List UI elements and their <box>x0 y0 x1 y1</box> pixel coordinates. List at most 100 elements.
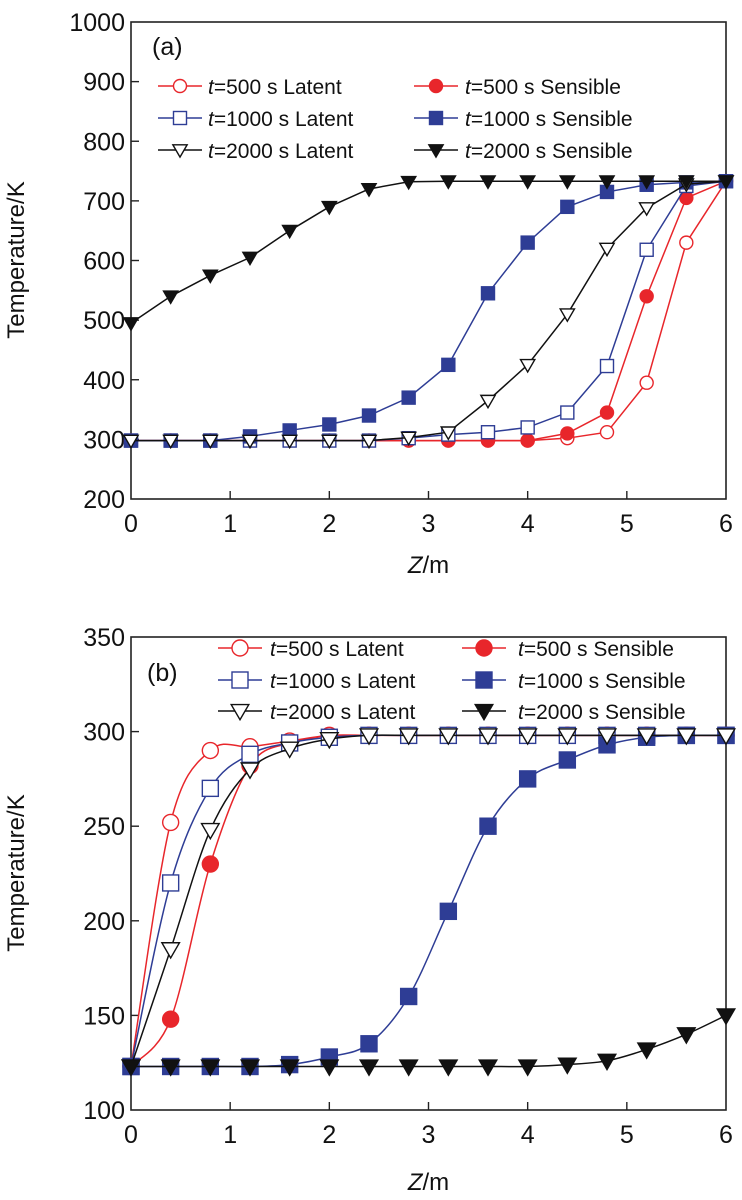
series-500-s-sensible <box>122 726 735 1076</box>
series-line <box>130 734 726 1067</box>
y-tick-label: 200 <box>83 908 125 936</box>
data-point <box>638 202 656 217</box>
y-tick-label: 100 <box>83 1097 125 1125</box>
y-tick-label: 600 <box>83 248 125 276</box>
data-point <box>441 357 456 373</box>
data-point <box>239 1059 261 1077</box>
data-point <box>676 1027 697 1045</box>
data-point <box>480 425 496 440</box>
data-point <box>358 1059 380 1077</box>
y-tick-label: 500 <box>83 307 125 335</box>
data-point <box>438 728 459 746</box>
data-point <box>557 1057 578 1075</box>
x-axis-title: Z/m <box>407 552 449 579</box>
series-line <box>130 180 726 324</box>
x-tick-label: 3 <box>422 510 436 538</box>
data-point <box>319 732 340 750</box>
legend-item: t=2000 s Sensible <box>462 701 686 724</box>
data-point <box>400 175 418 191</box>
data-point <box>200 1059 221 1077</box>
series-1000-s-sensible <box>122 726 735 1076</box>
data-point <box>479 817 497 835</box>
x-axis-title: Z/m <box>407 1169 449 1196</box>
series-line <box>130 734 726 1067</box>
series-2000-s-latent <box>122 175 735 450</box>
panel-label: (b) <box>147 659 178 687</box>
legend: t=500 s Latent t=500 s Sensible t=1000 s L… <box>158 76 633 163</box>
x-tick-label: 6 <box>719 1121 733 1149</box>
data-point <box>360 434 378 450</box>
x-tick-label: 0 <box>124 1121 138 1149</box>
series-line <box>131 180 727 442</box>
data-point <box>560 426 575 441</box>
data-point <box>161 813 180 832</box>
legend-label: t=500 s Latent <box>208 76 342 99</box>
data-point <box>518 770 537 788</box>
data-point <box>319 1059 340 1077</box>
legend-marker-triangle-down-icon <box>171 144 189 159</box>
data-point <box>200 822 221 841</box>
data-point <box>360 1035 378 1053</box>
data-point <box>717 175 735 190</box>
data-point <box>715 1008 737 1026</box>
data-point <box>639 242 654 257</box>
x-tick-label: 4 <box>521 510 535 538</box>
legend-label: t=500 s Latent <box>270 638 404 661</box>
data-point <box>439 902 458 921</box>
y-tick-label: 900 <box>83 69 125 97</box>
x-tick-label: 5 <box>620 1121 634 1149</box>
data-point <box>161 874 180 892</box>
data-point <box>162 290 180 305</box>
legend-marker-circle-icon <box>172 78 188 94</box>
chart-a: 0 1 2 3 4 5 6 200 300 400 500 600 700 800 900 1000 Z/m Te… <box>3 9 735 579</box>
legend-marker-triangle-down-icon <box>473 703 495 722</box>
data-point <box>477 1059 499 1077</box>
legend-item: t=2000 s Sensible <box>414 140 633 163</box>
data-point <box>598 175 616 190</box>
legend-item: t=1000 s Sensible <box>462 670 686 693</box>
data-point <box>517 728 538 746</box>
panel-label: (a) <box>152 33 183 61</box>
series-line <box>131 180 727 442</box>
data-point <box>479 175 497 190</box>
legend-item: t=500 s Latent <box>218 638 404 661</box>
series-500-s-sensible <box>123 173 734 448</box>
data-point <box>520 235 535 250</box>
data-point <box>281 434 299 450</box>
data-point <box>361 408 377 423</box>
data-point <box>399 987 418 1006</box>
data-point <box>241 434 259 450</box>
data-point <box>520 420 535 435</box>
data-point <box>480 286 496 301</box>
data-point <box>638 175 656 190</box>
data-point <box>599 405 615 420</box>
x-tick-label: 4 <box>521 1121 535 1149</box>
data-point <box>201 779 220 798</box>
data-point <box>201 741 220 760</box>
x-tick-label: 6 <box>719 510 733 538</box>
data-point <box>401 390 416 405</box>
data-point <box>439 426 457 441</box>
legend-item: t=2000 s Latent <box>158 140 354 163</box>
legend: t=500 s Latent t=500 s Sensible t=1000 s L… <box>218 638 686 724</box>
data-point <box>279 741 300 759</box>
data-point <box>360 183 378 198</box>
series-1000-s-latent <box>122 726 735 1076</box>
data-point <box>596 1053 618 1071</box>
chart-b: 0 1 2 3 4 5 6 100 150 200 250 300 350 Z/m Temperature/… <box>3 624 737 1196</box>
data-point <box>519 358 537 374</box>
series-500-s-latent <box>122 726 735 1076</box>
x-tick-label: 2 <box>322 1121 336 1149</box>
data-point <box>438 1059 459 1077</box>
data-point <box>560 199 575 215</box>
series-line <box>131 180 727 442</box>
data-point <box>320 200 338 216</box>
data-point <box>599 358 615 374</box>
data-point <box>639 289 654 304</box>
legend-label: t=2000 s Latent <box>270 701 416 724</box>
data-point <box>676 728 697 746</box>
data-point <box>398 1059 419 1077</box>
data-point <box>517 1059 538 1077</box>
data-point <box>161 1010 180 1028</box>
